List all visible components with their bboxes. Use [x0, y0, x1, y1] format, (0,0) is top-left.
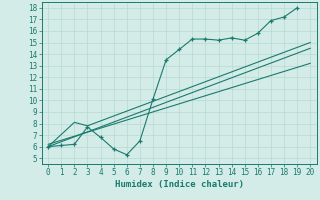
X-axis label: Humidex (Indice chaleur): Humidex (Indice chaleur) — [115, 180, 244, 189]
